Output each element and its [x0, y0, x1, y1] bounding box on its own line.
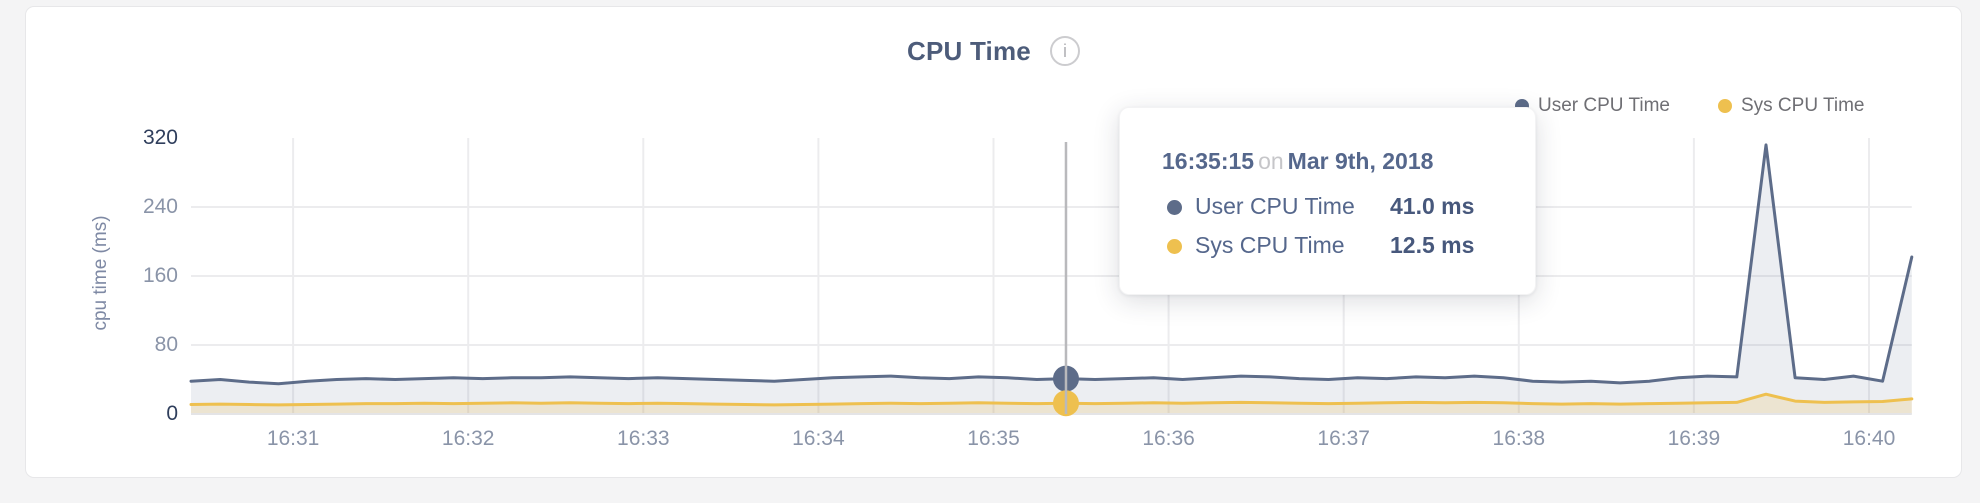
legend-item-sys-cpu-time[interactable]: Sys CPU Time [1717, 95, 1865, 117]
legend-label-sys: Sys CPU Time [1740, 95, 1865, 116]
tooltip-value-sys: 12.5 ms [1390, 232, 1475, 258]
legend-item-user-cpu-time[interactable]: User CPU Time [1515, 95, 1670, 117]
tooltip-label-user: User CPU Time [1195, 193, 1355, 219]
x-axis-tick-label: 16:31 [266, 427, 320, 450]
x-axis-tick-label: 16:33 [617, 427, 670, 450]
x-axis-tick-label: 16:37 [1317, 427, 1370, 450]
tooltip-conjunction: on [1258, 148, 1284, 174]
chart-card: CPU Time i 0 80 160 240 320 16:31 16:32 16:33 1… [25, 6, 1962, 478]
y-axis-tick-label: 320 [142, 126, 178, 149]
tooltip-label-sys: Sys CPU Time [1195, 232, 1345, 258]
y-axis-tick-label: 80 [154, 333, 178, 356]
tooltip-marker-user-icon [1167, 200, 1182, 215]
legend-label-user: User CPU Time [1538, 95, 1670, 116]
tooltip-row-user: User CPU Time 41.0 ms [1162, 191, 1535, 221]
user-cpu-area [191, 144, 1912, 414]
y-axis-tick-label: 240 [142, 195, 178, 218]
tooltip-time: 16:35:15 [1162, 148, 1255, 174]
tooltip-value-user: 41.0 ms [1390, 193, 1475, 219]
sys-cpu-line [189, 392, 1914, 407]
info-icon[interactable]: i [1049, 36, 1080, 66]
tooltip-row-sys: Sys CPU Time 12.5 ms [1162, 230, 1535, 260]
legend-marker-sys-icon [1717, 99, 1732, 113]
x-axis-tick-label: 16:40 [1842, 427, 1896, 450]
x-axis-tick-label: 16:34 [792, 427, 845, 450]
x-axis-tick-label: 16:38 [1492, 427, 1546, 450]
tooltip-date: Mar 9th, 2018 [1287, 148, 1434, 174]
y-axis-tick-label: 160 [142, 264, 178, 287]
x-axis-tick-label: 16:32 [441, 427, 495, 450]
tooltip-marker-sys-icon [1167, 239, 1182, 254]
user-cpu-line [189, 143, 1914, 386]
chart-tooltip: 16:35:15 on Mar 9th, 2018 User CPU Time 41.… [1119, 107, 1536, 295]
legend: User CPU Time Sys CPU Time [1515, 95, 1865, 117]
x-axis-tick-label: 16:35 [967, 427, 1020, 450]
y-axis-title: cpu time (ms) [90, 215, 111, 331]
x-axis-tick-label: 16:36 [1142, 427, 1195, 450]
x-axis-tick-label: 16:39 [1667, 427, 1721, 450]
tooltip-timestamp: 16:35:15 on Mar 9th, 2018 [1162, 146, 1535, 176]
y-axis-tick-label: 0 [166, 402, 178, 425]
